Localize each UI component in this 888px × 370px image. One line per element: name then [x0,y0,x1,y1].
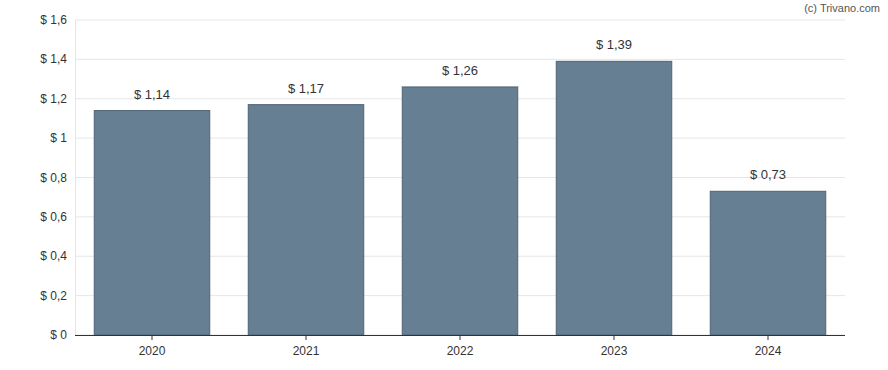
bar [402,87,518,335]
x-tick-label: 2022 [447,344,474,358]
y-tick-label: $ 1,2 [40,92,67,106]
grid [75,20,845,335]
x-tick-label: 2021 [293,344,320,358]
y-tick-label: $ 0,6 [40,210,67,224]
bars [94,61,826,335]
y-tick-label: $ 1,6 [40,13,67,27]
bar [248,105,364,335]
x-tick [306,335,307,340]
grid-line [75,59,845,60]
y-tick-label: $ 0,8 [40,171,67,185]
y-axis-line [75,20,76,335]
chart-svg: $ 0 $ 0,2 $ 0,4 $ 0,6 $ 0,8 $ 1 $ 1,2 $ 1,4 $ 1,… [0,0,888,370]
y-tick-label: $ 1 [50,131,67,145]
y-tick-label: $ 0 [50,328,67,342]
y-tick-label: $ 1,4 [40,52,67,66]
data-label: $ 1,17 [288,81,324,96]
data-label: $ 0,73 [750,167,786,182]
bar [556,61,672,335]
x-tick-label: 2023 [601,344,628,358]
x-tick [614,335,615,340]
x-tick-label: 2024 [755,344,782,358]
grid-line [75,20,845,21]
x-tick [152,335,153,340]
data-label: $ 1,39 [596,37,632,52]
x-tick [768,335,769,340]
y-tick-label: $ 0,2 [40,289,67,303]
x-tick-label: 2020 [139,344,166,358]
annotation: (c) Trivano.com [804,2,880,14]
y-tick-label: $ 0,4 [40,249,67,263]
x-tick [460,335,461,340]
chart-container: $ 0 $ 0,2 $ 0,4 $ 0,6 $ 0,8 $ 1 $ 1,2 $ 1,4 $ 1,… [0,0,888,370]
bar [94,111,210,335]
data-label: $ 1,14 [134,87,170,102]
bar [710,191,826,335]
data-label: $ 1,26 [442,63,478,78]
